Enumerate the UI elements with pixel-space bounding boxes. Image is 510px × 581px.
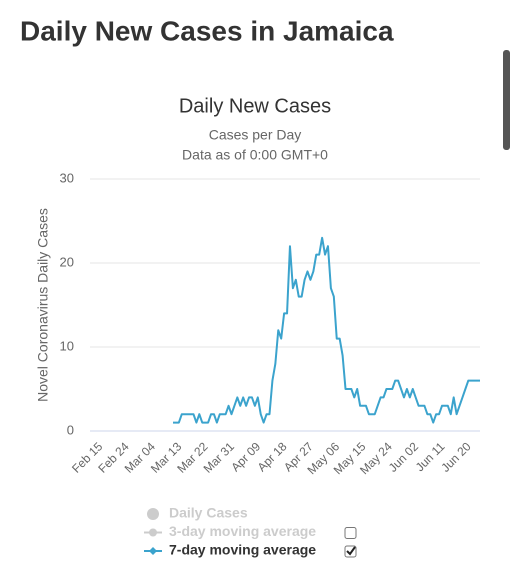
legend-label[interactable]: Daily Cases	[169, 505, 248, 521]
legend-checkmark	[346, 546, 356, 556]
y-tick-label: 30	[60, 170, 74, 185]
scrollbar[interactable]	[503, 50, 510, 150]
y-tick-label: 0	[67, 422, 74, 437]
legend-symbol[interactable]	[147, 508, 159, 520]
legend-label[interactable]: 3-day moving average	[169, 523, 316, 539]
legend-label[interactable]: 7-day moving average	[169, 542, 316, 558]
chart-title: Daily New Cases	[179, 95, 331, 117]
series-line	[173, 236, 480, 424]
y-tick-label: 10	[60, 338, 74, 353]
legend-symbol[interactable]	[149, 547, 157, 555]
legend-checkbox[interactable]	[344, 527, 357, 539]
y-axis-label: Novel Coronavirus Daily Cases	[35, 208, 51, 402]
y-tick-label: 20	[60, 254, 74, 269]
page-title: Daily New Cases in Jamaica	[20, 15, 394, 46]
chart-subtitle: Cases per Day	[209, 127, 302, 143]
chart-subtitle: Data as of 0:00 GMT+0	[182, 147, 328, 163]
legend-symbol[interactable]	[149, 528, 157, 537]
